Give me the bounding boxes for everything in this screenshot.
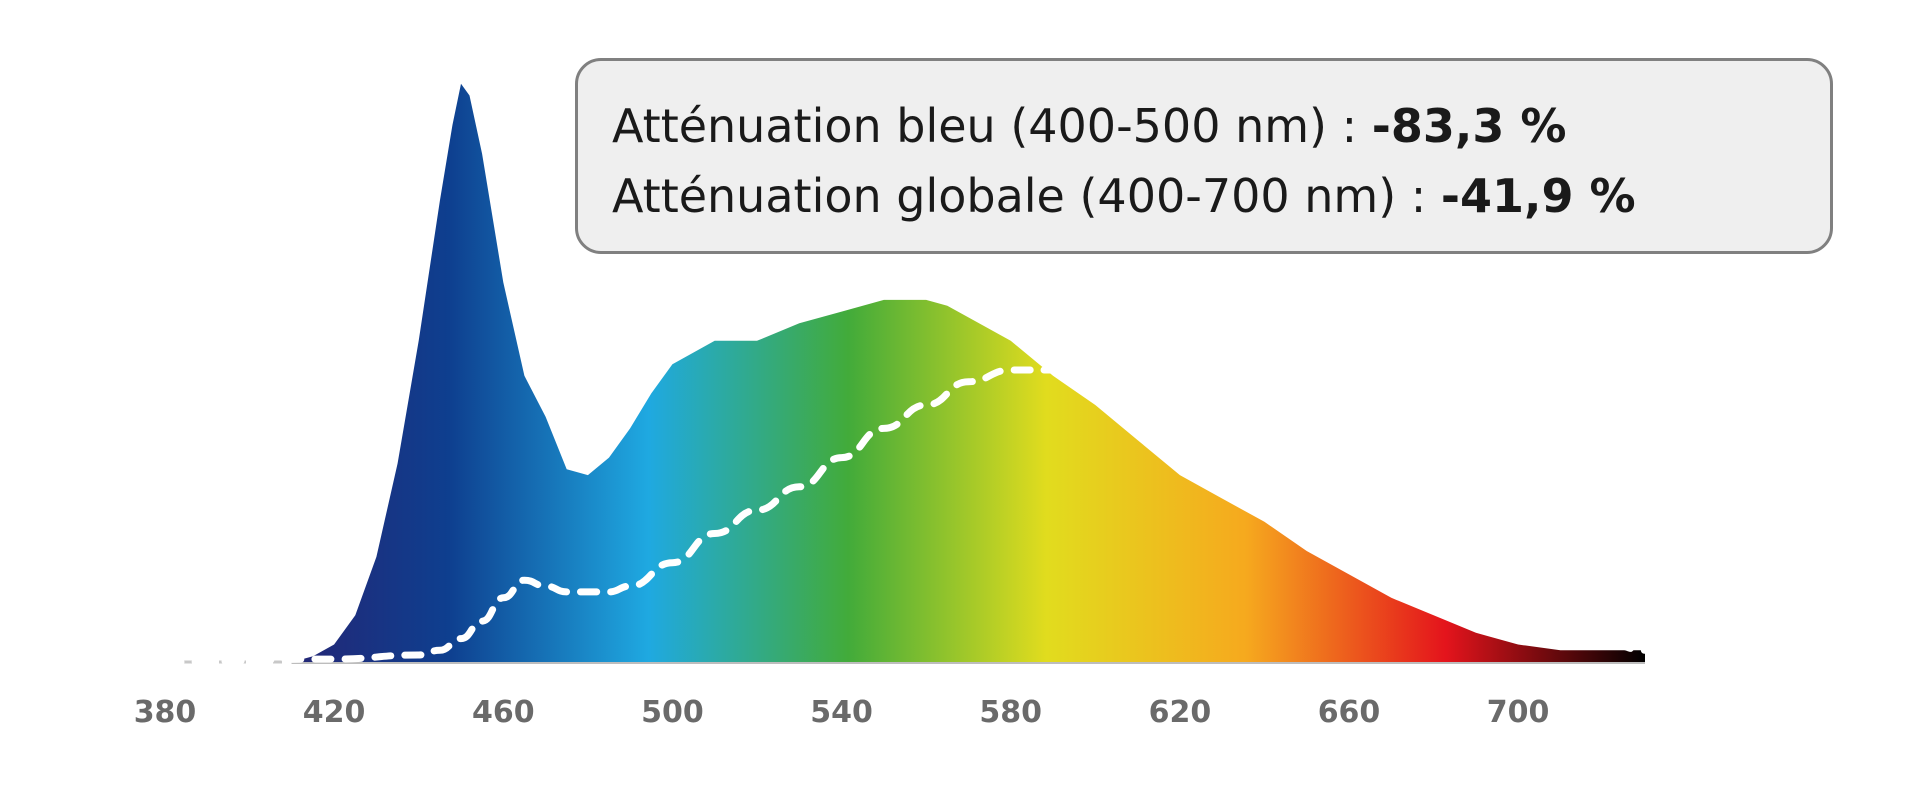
- attenuation-info-box: Atténuation bleu (400-500 nm) : -83,3 % …: [575, 58, 1833, 254]
- global-attenuation-label: Atténuation globale (400-700 nm) :: [612, 169, 1426, 223]
- x-tick-label: 620: [1149, 695, 1212, 730]
- global-attenuation-value: -41,9 %: [1441, 169, 1636, 223]
- x-tick-label: 580: [979, 695, 1042, 730]
- x-tick-label: 500: [641, 695, 704, 730]
- blue-attenuation-value: -83,3 %: [1372, 99, 1567, 153]
- blue-attenuation-line: Atténuation bleu (400-500 nm) : -83,3 %: [612, 91, 1830, 161]
- x-tick-label: 700: [1487, 695, 1550, 730]
- x-tick-label: 660: [1318, 695, 1381, 730]
- x-tick-label: 420: [303, 695, 366, 730]
- x-tick-label: 540: [810, 695, 873, 730]
- blue-attenuation-label: Atténuation bleu (400-500 nm) :: [612, 99, 1357, 153]
- x-tick-label: 460: [472, 695, 535, 730]
- global-attenuation-line: Atténuation globale (400-700 nm) : -41,9…: [612, 161, 1830, 231]
- x-tick-label: 380: [134, 695, 197, 730]
